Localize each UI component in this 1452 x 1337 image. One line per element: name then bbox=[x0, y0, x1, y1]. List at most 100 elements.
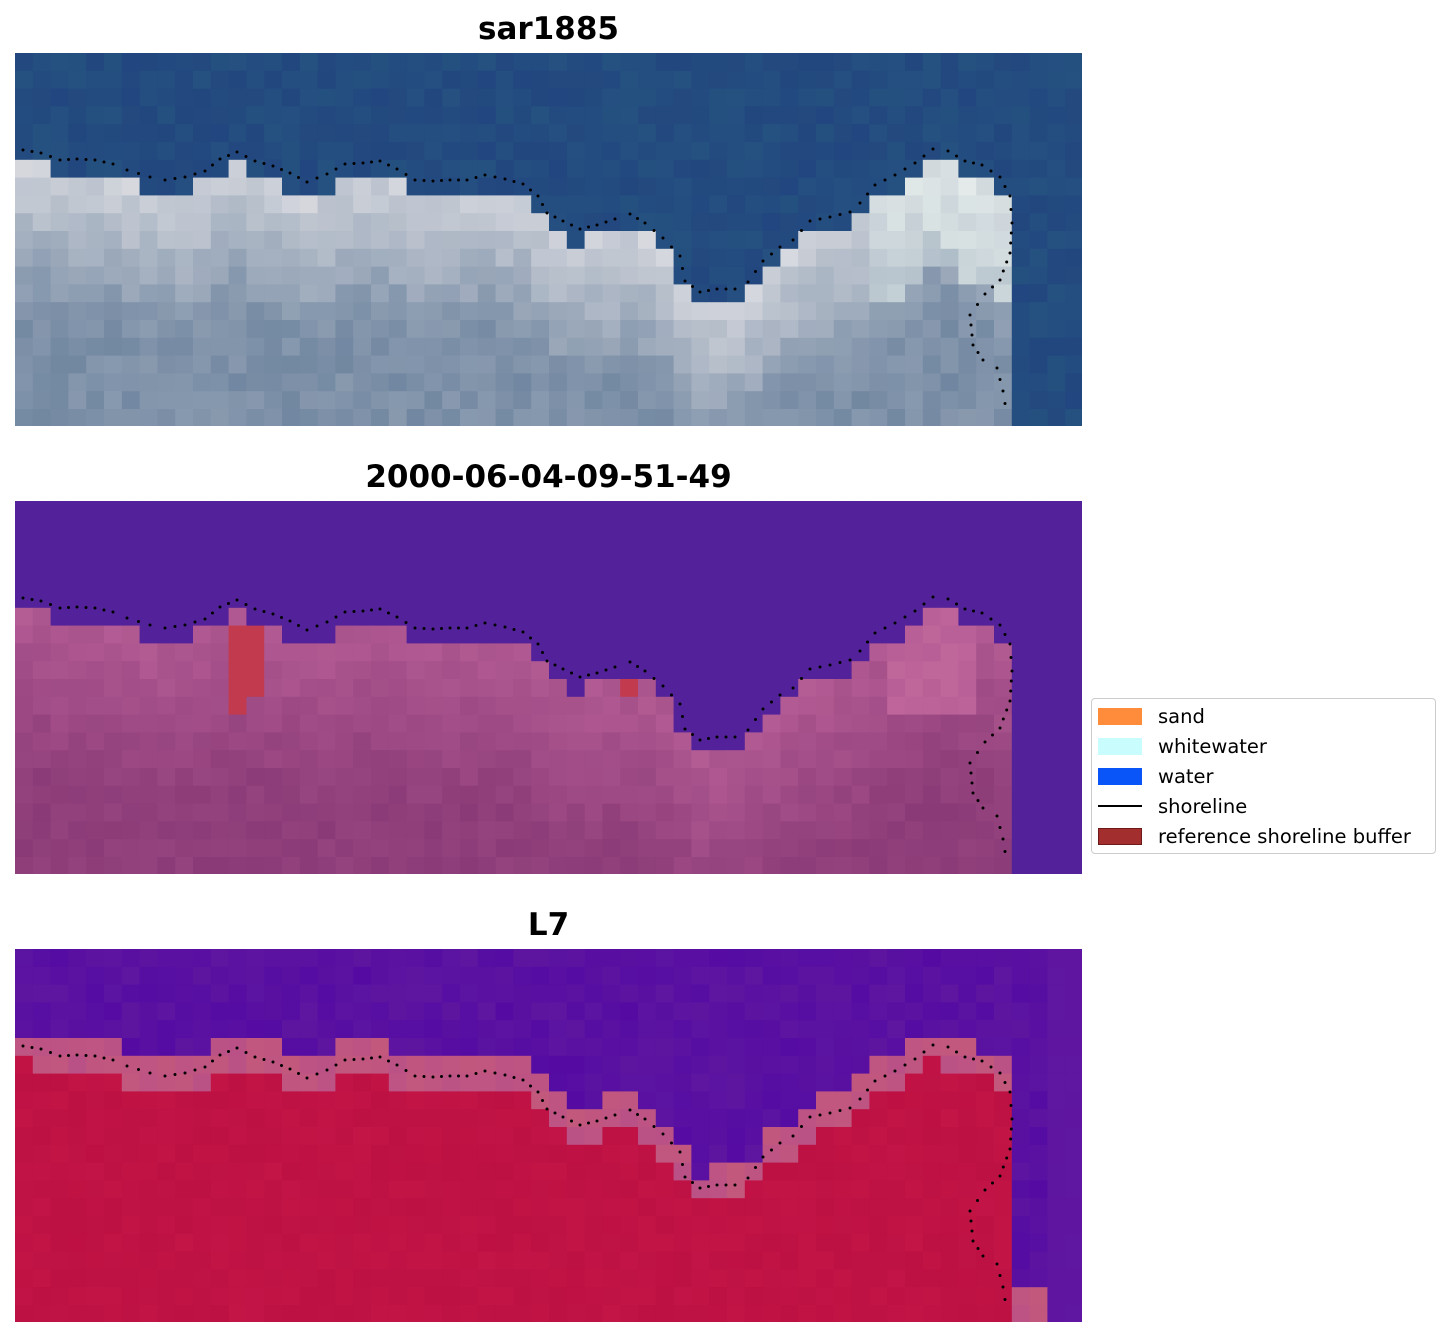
image-pixel bbox=[887, 106, 906, 125]
image-pixel bbox=[673, 1038, 692, 1057]
image-pixel bbox=[673, 1091, 692, 1110]
image-pixel bbox=[282, 373, 301, 392]
image-pixel bbox=[121, 696, 141, 716]
image-pixel bbox=[620, 1162, 639, 1181]
image-pixel bbox=[620, 714, 639, 733]
image-pixel bbox=[68, 195, 87, 214]
image-pixel bbox=[246, 409, 265, 426]
image-pixel bbox=[460, 679, 479, 698]
image-pixel bbox=[1011, 53, 1031, 72]
image-pixel bbox=[1029, 768, 1048, 787]
image-pixel bbox=[566, 177, 586, 196]
shoreline-dot bbox=[670, 1141, 673, 1145]
image-pixel bbox=[210, 231, 230, 250]
image-pixel bbox=[299, 536, 319, 555]
image-pixel bbox=[709, 1144, 728, 1164]
image-pixel bbox=[1065, 53, 1082, 72]
image-pixel bbox=[193, 106, 212, 125]
image-pixel bbox=[388, 966, 408, 986]
image-pixel bbox=[68, 1038, 87, 1057]
image-pixel bbox=[121, 1269, 141, 1288]
image-pixel bbox=[994, 679, 1013, 698]
image-pixel bbox=[549, 106, 568, 125]
image-pixel bbox=[104, 1198, 123, 1217]
image-pixel bbox=[282, 857, 301, 874]
shoreline-dot bbox=[84, 606, 88, 609]
image-pixel bbox=[602, 839, 621, 858]
image-pixel bbox=[994, 284, 1013, 303]
image-pixel bbox=[495, 1162, 514, 1181]
image-pixel bbox=[940, 1198, 959, 1217]
image-pixel bbox=[709, 625, 728, 644]
image-pixel bbox=[139, 1251, 158, 1270]
image-pixel bbox=[709, 984, 728, 1003]
image-pixel bbox=[32, 231, 52, 250]
image-pixel bbox=[816, 1305, 835, 1322]
shoreline-dot bbox=[545, 211, 549, 215]
image-pixel bbox=[477, 373, 497, 392]
shoreline-dot bbox=[770, 1148, 773, 1152]
image-pixel bbox=[264, 1216, 283, 1235]
image-pixel bbox=[940, 984, 959, 1003]
image-pixel bbox=[335, 231, 354, 250]
image-pixel bbox=[193, 949, 212, 968]
image-pixel bbox=[495, 679, 514, 698]
image-pixel bbox=[15, 142, 34, 161]
image-pixel bbox=[869, 409, 888, 426]
image-pixel bbox=[887, 1020, 906, 1039]
image-pixel bbox=[655, 536, 675, 555]
image-pixel bbox=[798, 355, 817, 374]
image-pixel bbox=[193, 124, 212, 143]
image-pixel bbox=[424, 607, 443, 627]
image-pixel bbox=[691, 1055, 710, 1075]
image-pixel bbox=[121, 1020, 141, 1039]
image-pixel bbox=[994, 518, 1013, 538]
image-pixel bbox=[602, 195, 621, 214]
image-pixel bbox=[638, 821, 657, 840]
image-pixel bbox=[531, 732, 550, 751]
image-pixel bbox=[780, 1305, 799, 1322]
image-pixel bbox=[958, 213, 977, 232]
image-pixel bbox=[246, 661, 265, 680]
image-pixel bbox=[1065, 195, 1082, 214]
image-pixel bbox=[424, 1216, 443, 1235]
image-pixel bbox=[638, 714, 657, 733]
shoreline-dot bbox=[465, 1074, 469, 1078]
shoreline-dot bbox=[235, 1046, 239, 1050]
image-pixel bbox=[1011, 213, 1031, 232]
image-pixel bbox=[727, 195, 746, 214]
image-pixel bbox=[940, 501, 959, 520]
image-pixel bbox=[299, 518, 319, 538]
image-pixel bbox=[780, 231, 799, 250]
image-pixel bbox=[157, 1109, 176, 1128]
image-pixel bbox=[531, 839, 550, 858]
image-pixel bbox=[50, 785, 69, 805]
image-pixel bbox=[68, 768, 87, 787]
image-pixel bbox=[744, 1180, 764, 1199]
image-pixel bbox=[1011, 732, 1031, 751]
image-pixel bbox=[424, 1073, 443, 1092]
image-pixel bbox=[851, 70, 870, 90]
image-pixel bbox=[193, 1162, 212, 1181]
image-pixel bbox=[584, 949, 603, 968]
image-pixel bbox=[50, 373, 69, 392]
image-pixel bbox=[638, 1251, 657, 1270]
image-pixel bbox=[958, 750, 977, 769]
image-pixel bbox=[869, 518, 888, 538]
image-pixel bbox=[371, 714, 390, 733]
image-pixel bbox=[317, 195, 336, 214]
image-pixel bbox=[513, 248, 532, 268]
image-pixel bbox=[566, 409, 586, 426]
image-pixel bbox=[922, 70, 942, 90]
image-pixel bbox=[958, 355, 977, 374]
image-pixel bbox=[549, 590, 568, 609]
image-pixel bbox=[442, 1091, 461, 1110]
image-pixel bbox=[976, 70, 995, 90]
image-pixel bbox=[68, 750, 87, 769]
image-pixel bbox=[50, 1002, 69, 1021]
image-pixel bbox=[691, 966, 710, 986]
image-pixel bbox=[460, 1127, 479, 1146]
image-pixel bbox=[424, 785, 443, 805]
image-pixel bbox=[299, 231, 319, 250]
image-pixel bbox=[905, 266, 924, 285]
